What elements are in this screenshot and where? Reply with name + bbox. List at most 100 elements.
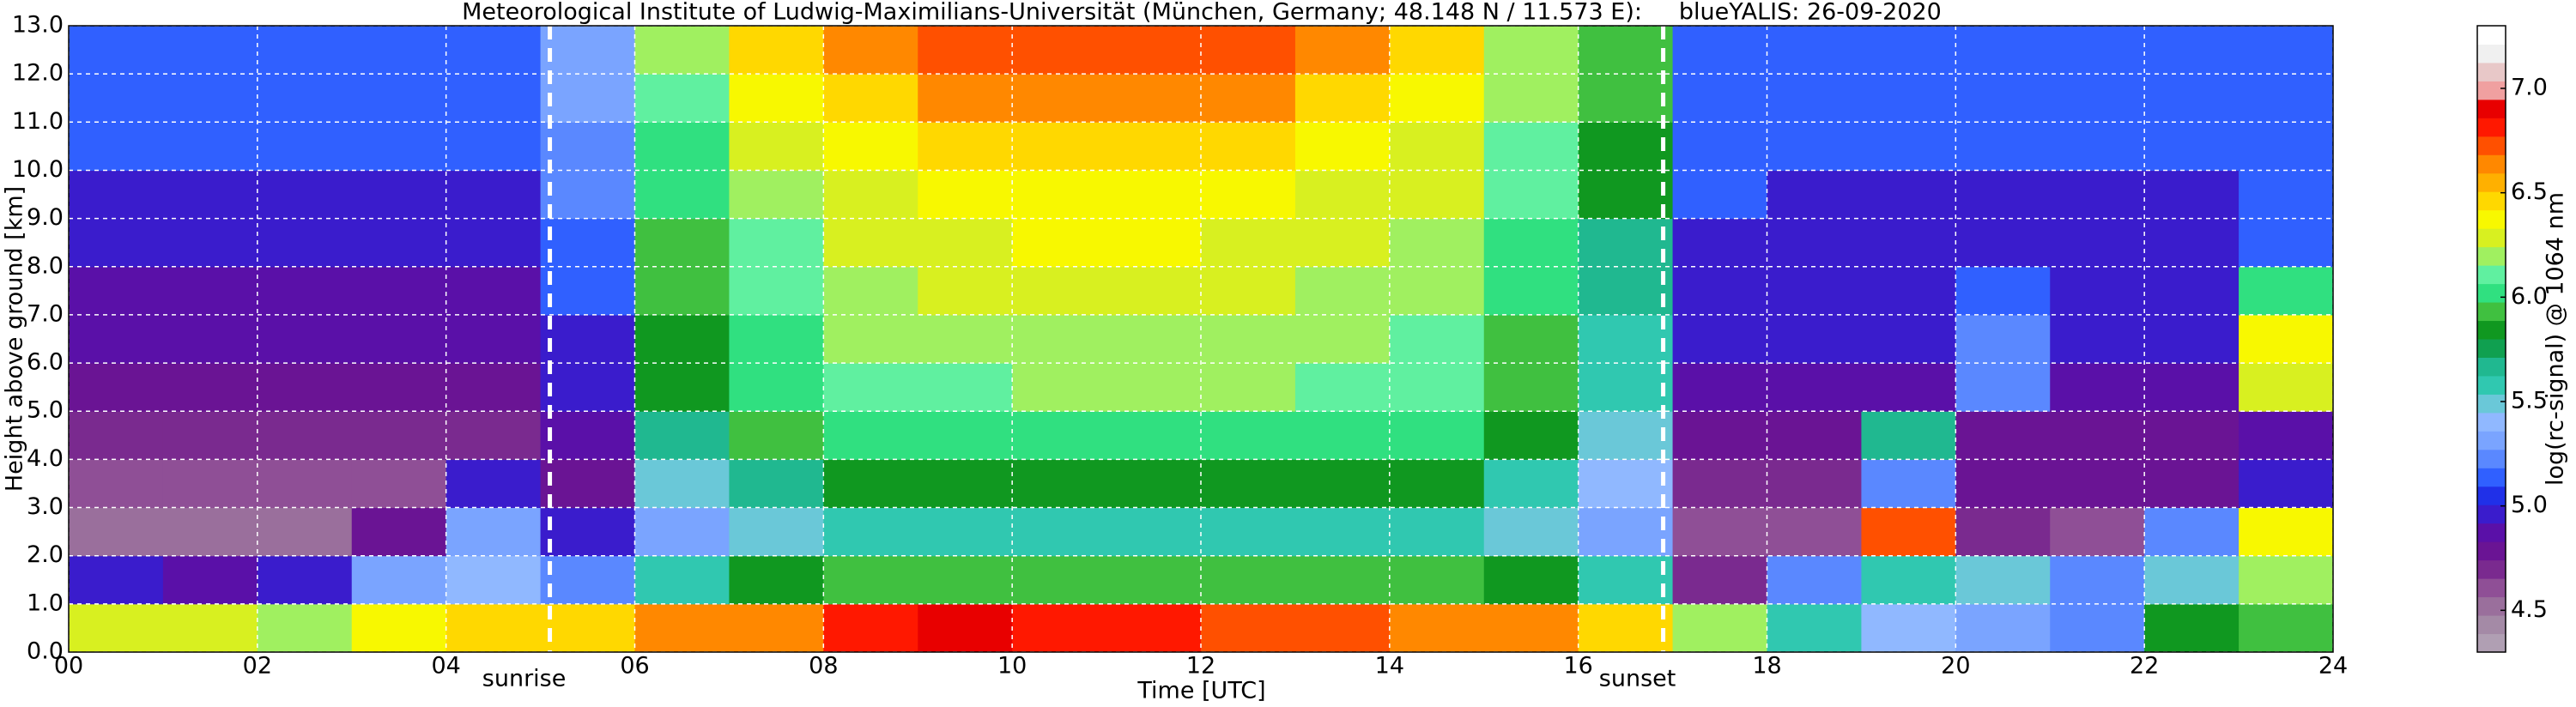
- x-tick-label: 02: [243, 653, 272, 680]
- colorbar-segment: [2477, 62, 2506, 82]
- x-tick-label: 10: [997, 653, 1027, 680]
- x-tick-label: 16: [1563, 653, 1592, 680]
- heatmap-cell: [1861, 122, 1956, 171]
- heatmap-cell: [1672, 603, 1767, 653]
- heatmap-cell: [918, 603, 1013, 653]
- heatmap-cell: [918, 314, 1013, 364]
- heatmap-cell: [2050, 507, 2145, 557]
- heatmap-cell: [540, 603, 635, 653]
- heatmap-cell: [1578, 411, 1674, 460]
- heatmap-cell: [1106, 122, 1202, 171]
- heatmap-cell: [540, 218, 635, 268]
- heatmap-cell: [1861, 170, 1956, 220]
- heatmap-cell: [1483, 459, 1579, 509]
- heatmap-cell: [1767, 507, 1862, 557]
- heatmap-cell: [1389, 314, 1485, 364]
- heatmap-cell: [1861, 266, 1956, 316]
- heatmap-cell: [1861, 555, 1956, 605]
- heatmap-cell: [1955, 122, 2051, 171]
- heatmap-cell: [1483, 218, 1579, 268]
- heatmap-cell: [1389, 459, 1485, 509]
- heatmap-cell: [1106, 363, 1202, 412]
- heatmap-cell: [351, 170, 447, 220]
- heatmap-cell: [2144, 266, 2240, 316]
- heatmap-cell: [445, 363, 542, 412]
- heatmap-cell: [540, 122, 635, 171]
- heatmap-cell: [1106, 74, 1202, 123]
- heatmap-cell: [634, 507, 730, 557]
- y-tick-label: 5.0: [27, 397, 64, 424]
- heatmap-cell: [2239, 507, 2334, 557]
- colorbar-segment: [2477, 172, 2506, 192]
- heatmap-cell: [1578, 26, 1674, 75]
- heatmap-cell: [729, 555, 824, 605]
- heatmap-cell: [2239, 459, 2334, 509]
- heatmap-cell: [1955, 555, 2051, 605]
- heatmap-cell: [729, 363, 824, 412]
- heatmap-cell: [69, 363, 164, 412]
- heatmap-cell: [1672, 363, 1767, 412]
- heatmap-cell: [351, 603, 447, 653]
- heatmap-cell: [1955, 266, 2051, 316]
- colorbar-segment: [2477, 578, 2506, 598]
- y-tick-label: 4.0: [27, 445, 64, 472]
- heatmap-cell: [1578, 603, 1674, 653]
- heatmap-cell: [1389, 74, 1485, 123]
- y-tick-label: 2.0: [27, 541, 64, 568]
- heatmap-cell: [69, 507, 164, 557]
- heatmap-cell: [1861, 314, 1956, 364]
- heatmap-cell: [445, 411, 542, 460]
- heatmap-cell: [918, 459, 1013, 509]
- heatmap-cell: [1106, 507, 1202, 557]
- x-tick-label: 18: [1752, 653, 1781, 680]
- x-tick-label: 22: [2130, 653, 2159, 680]
- heatmap-cell: [1201, 122, 1296, 171]
- colorbar-segment: [2477, 394, 2506, 414]
- heatmap-cell: [1294, 170, 1391, 220]
- heatmap-cell: [257, 218, 353, 268]
- heatmap-cell: [2144, 170, 2240, 220]
- heatmap-cell: [823, 26, 918, 75]
- heatmap-cell: [69, 603, 164, 653]
- heatmap-cell: [162, 314, 258, 364]
- heatmap-cell: [1767, 266, 1862, 316]
- heatmap-cell: [1767, 363, 1862, 412]
- heatmap-cell: [1012, 218, 1107, 268]
- heatmap-cell: [1201, 266, 1296, 316]
- y-tick-label: 3.0: [27, 493, 64, 520]
- heatmap-cell: [257, 74, 353, 123]
- heatmap-cell: [1767, 170, 1862, 220]
- heatmap-cell: [1294, 74, 1391, 123]
- x-tick-label: 06: [620, 653, 649, 680]
- heatmap-cell: [540, 314, 635, 364]
- heatmap-cell: [257, 555, 353, 605]
- heatmap-cell: [2050, 266, 2145, 316]
- heatmap-cell: [1012, 555, 1107, 605]
- heatmap-cell: [729, 74, 824, 123]
- heatmap-cell: [918, 363, 1013, 412]
- heatmap-cell: [257, 170, 353, 220]
- heatmap-cell: [445, 26, 542, 75]
- heatmap-cell: [2144, 122, 2240, 171]
- heatmap-cell: [351, 411, 447, 460]
- heatmap-cell: [634, 218, 730, 268]
- heatmap-cell: [69, 555, 164, 605]
- heatmap-cell: [2144, 555, 2240, 605]
- heatmap-cell: [2144, 411, 2240, 460]
- y-tick-label: 12.0: [12, 60, 64, 87]
- heatmap-cell: [823, 603, 918, 653]
- colorbar-segment: [2477, 265, 2506, 285]
- colorbar-tick-label: 7.0: [2511, 75, 2548, 101]
- heatmap-cell: [1294, 266, 1391, 316]
- heatmap-cell: [540, 170, 635, 220]
- heatmap-cell: [69, 266, 164, 316]
- colorbar-segment: [2477, 541, 2506, 561]
- heatmap-cell: [351, 459, 447, 509]
- heatmap-cell: [634, 363, 730, 412]
- heatmap-cell: [1012, 507, 1107, 557]
- heatmap-cell: [351, 266, 447, 316]
- heatmap-cell: [1672, 266, 1767, 316]
- heatmap-cell: [1483, 74, 1579, 123]
- heatmap-cell: [1294, 218, 1391, 268]
